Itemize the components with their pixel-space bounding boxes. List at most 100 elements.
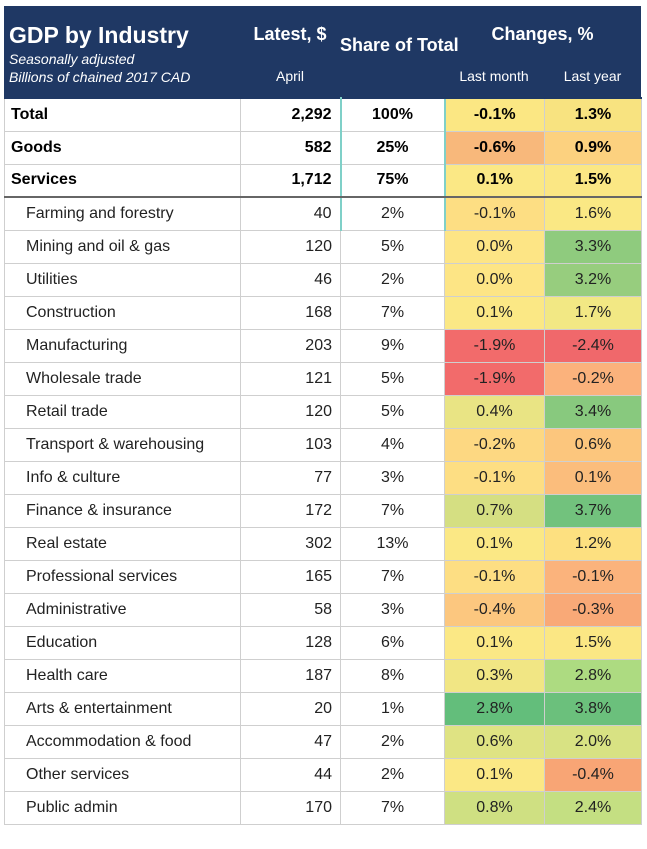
share-cell: 75%	[340, 163, 445, 198]
table-row: Professional services 165 7% -0.1% -0.1%	[4, 559, 642, 594]
table-title: GDP by Industry	[9, 22, 189, 48]
last-month-change-cell: 0.4%	[444, 394, 545, 429]
last-year-change-cell: 3.2%	[544, 262, 642, 297]
industry-name-cell: Services	[4, 163, 241, 198]
last-month-change-cell: 0.1%	[443, 163, 545, 198]
last-year-change-cell: 1.6%	[544, 196, 642, 231]
latest-value-cell: 187	[240, 658, 341, 693]
last-year-change-cell: 3.8%	[544, 691, 642, 726]
last-year-change-cell: 1.2%	[544, 526, 642, 561]
industry-name-cell: Public admin	[4, 790, 241, 825]
table-row: Other services 44 2% 0.1% -0.4%	[4, 757, 642, 792]
share-cell: 5%	[340, 394, 445, 429]
latest-value-cell: 20	[240, 691, 341, 726]
latest-value-cell: 47	[240, 724, 341, 759]
latest-value-cell: 203	[240, 328, 341, 363]
industry-name-cell: Finance & insurance	[4, 493, 241, 528]
industry-name-cell: Utilities	[4, 262, 241, 297]
last-month-change-cell: 0.1%	[444, 295, 545, 330]
latest-value-cell: 128	[240, 625, 341, 660]
share-cell: 7%	[340, 790, 445, 825]
share-cell: 2%	[340, 757, 445, 792]
gdp-data-table: Total 2,292 100% -0.1% 1.3% Goods 582 25% -0.6% 0…	[4, 97, 642, 825]
industry-name-cell: Professional services	[4, 559, 241, 594]
table-row: Transport & warehousing 103 4% -0.2% 0.6%	[4, 427, 642, 462]
header-share: Share of Total	[340, 35, 459, 55]
last-year-change-cell: -0.4%	[544, 757, 642, 792]
industry-name-cell: Transport & warehousing	[4, 427, 241, 462]
header-latest-period: April	[275, 68, 304, 84]
table-row: Info & culture 77 3% -0.1% 0.1%	[4, 460, 642, 495]
last-year-change-cell: 2.4%	[544, 790, 642, 825]
last-year-change-cell: 3.7%	[544, 493, 642, 528]
last-year-change-cell: 1.5%	[544, 625, 642, 660]
header-changes: Changes, %	[491, 24, 594, 44]
table-row: Finance & insurance 172 7% 0.7% 3.7%	[4, 493, 642, 528]
share-cell: 4%	[340, 427, 445, 462]
last-month-change-cell: -0.6%	[443, 130, 545, 165]
last-month-change-cell: 0.0%	[444, 262, 545, 297]
table-row: Health care 187 8% 0.3% 2.8%	[4, 658, 642, 693]
industry-name-cell: Retail trade	[4, 394, 241, 429]
last-year-change-cell: 2.8%	[544, 658, 642, 693]
industry-name-cell: Accommodation & food	[4, 724, 241, 759]
latest-value-cell: 121	[240, 361, 341, 396]
last-year-change-cell: -0.2%	[544, 361, 642, 396]
last-month-change-cell: 2.8%	[444, 691, 545, 726]
industry-name-cell: Info & culture	[4, 460, 241, 495]
industry-name-cell: Other services	[4, 757, 241, 792]
share-cell: 8%	[340, 658, 445, 693]
latest-value-cell: 302	[240, 526, 341, 561]
last-year-change-cell: 1.5%	[544, 163, 642, 198]
latest-value-cell: 77	[240, 460, 341, 495]
last-month-change-cell: -0.1%	[443, 196, 545, 231]
subtitle-adjustment: Seasonally adjusted	[9, 51, 135, 67]
table-row: Utilities 46 2% 0.0% 3.2%	[4, 262, 642, 297]
table-row: Real estate 302 13% 0.1% 1.2%	[4, 526, 642, 561]
last-year-change-cell: 0.9%	[544, 130, 642, 165]
industry-name-cell: Goods	[4, 130, 241, 165]
latest-value-cell: 58	[240, 592, 341, 627]
table-row: Accommodation & food 47 2% 0.6% 2.0%	[4, 724, 642, 759]
last-year-change-cell: 1.7%	[544, 295, 642, 330]
latest-value-cell: 582	[240, 130, 342, 165]
share-cell: 6%	[340, 625, 445, 660]
header-latest: Latest, $	[253, 24, 327, 44]
industry-name-cell: Arts & entertainment	[4, 691, 241, 726]
latest-value-cell: 172	[240, 493, 341, 528]
latest-value-cell: 40	[240, 196, 342, 231]
share-cell: 3%	[340, 460, 445, 495]
industry-name-cell: Manufacturing	[4, 328, 241, 363]
share-cell: 7%	[340, 493, 445, 528]
latest-value-cell: 1,712	[240, 163, 342, 198]
last-year-change-cell: 1.3%	[544, 97, 642, 132]
latest-value-cell: 2,292	[240, 97, 342, 132]
industry-name-cell: Construction	[4, 295, 241, 330]
share-cell: 2%	[340, 262, 445, 297]
subtitle-units: Billions of chained 2017 CAD	[9, 69, 191, 85]
last-year-change-cell: 2.0%	[544, 724, 642, 759]
table-row: Mining and oil & gas 120 5% 0.0% 3.3%	[4, 229, 642, 264]
share-cell: 7%	[340, 295, 445, 330]
share-cell: 2%	[340, 724, 445, 759]
share-cell: 100%	[340, 97, 445, 132]
latest-value-cell: 120	[240, 394, 341, 429]
last-month-change-cell: 0.0%	[444, 229, 545, 264]
industry-name-cell: Farming and forestry	[4, 196, 241, 231]
latest-value-cell: 103	[240, 427, 341, 462]
share-cell: 25%	[340, 130, 445, 165]
table-row: Administrative 58 3% -0.4% -0.3%	[4, 592, 642, 627]
share-cell: 5%	[340, 229, 445, 264]
last-month-change-cell: -0.2%	[444, 427, 545, 462]
table-row: Education 128 6% 0.1% 1.5%	[4, 625, 642, 660]
last-month-change-cell: 0.3%	[444, 658, 545, 693]
share-cell: 1%	[340, 691, 445, 726]
share-cell: 2%	[340, 196, 445, 231]
industry-name-cell: Mining and oil & gas	[4, 229, 241, 264]
latest-value-cell: 44	[240, 757, 341, 792]
table-row: Farming and forestry 40 2% -0.1% 1.6%	[4, 196, 642, 231]
last-year-change-cell: 0.6%	[544, 427, 642, 462]
table-row: Arts & entertainment 20 1% 2.8% 3.8%	[4, 691, 642, 726]
last-month-change-cell: 0.6%	[444, 724, 545, 759]
